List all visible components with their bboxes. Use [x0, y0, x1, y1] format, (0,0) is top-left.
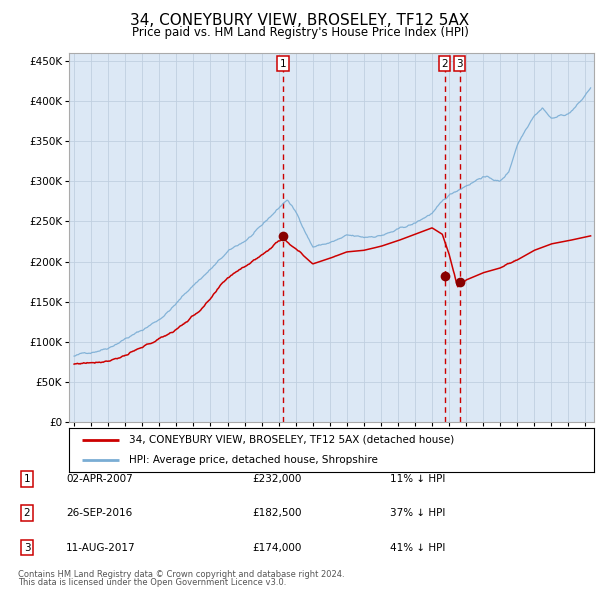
- Text: 11% ↓ HPI: 11% ↓ HPI: [390, 474, 445, 484]
- Text: 11-AUG-2017: 11-AUG-2017: [66, 543, 136, 552]
- Text: HPI: Average price, detached house, Shropshire: HPI: Average price, detached house, Shro…: [130, 455, 378, 465]
- Text: 37% ↓ HPI: 37% ↓ HPI: [390, 509, 445, 518]
- Text: 3: 3: [23, 543, 31, 552]
- Text: 02-APR-2007: 02-APR-2007: [66, 474, 133, 484]
- Text: 1: 1: [23, 474, 31, 484]
- Text: 1: 1: [280, 58, 286, 68]
- Text: 41% ↓ HPI: 41% ↓ HPI: [390, 543, 445, 552]
- Text: This data is licensed under the Open Government Licence v3.0.: This data is licensed under the Open Gov…: [18, 578, 286, 587]
- Text: £232,000: £232,000: [252, 474, 301, 484]
- Text: Contains HM Land Registry data © Crown copyright and database right 2024.: Contains HM Land Registry data © Crown c…: [18, 571, 344, 579]
- Text: 2: 2: [441, 58, 448, 68]
- Text: 26-SEP-2016: 26-SEP-2016: [66, 509, 132, 518]
- Text: 34, CONEYBURY VIEW, BROSELEY, TF12 5AX (detached house): 34, CONEYBURY VIEW, BROSELEY, TF12 5AX (…: [130, 435, 455, 445]
- Text: Price paid vs. HM Land Registry's House Price Index (HPI): Price paid vs. HM Land Registry's House …: [131, 26, 469, 39]
- Text: 2: 2: [23, 509, 31, 518]
- Text: 3: 3: [456, 58, 463, 68]
- Text: 34, CONEYBURY VIEW, BROSELEY, TF12 5AX: 34, CONEYBURY VIEW, BROSELEY, TF12 5AX: [130, 13, 470, 28]
- Text: £174,000: £174,000: [252, 543, 301, 552]
- Text: £182,500: £182,500: [252, 509, 302, 518]
